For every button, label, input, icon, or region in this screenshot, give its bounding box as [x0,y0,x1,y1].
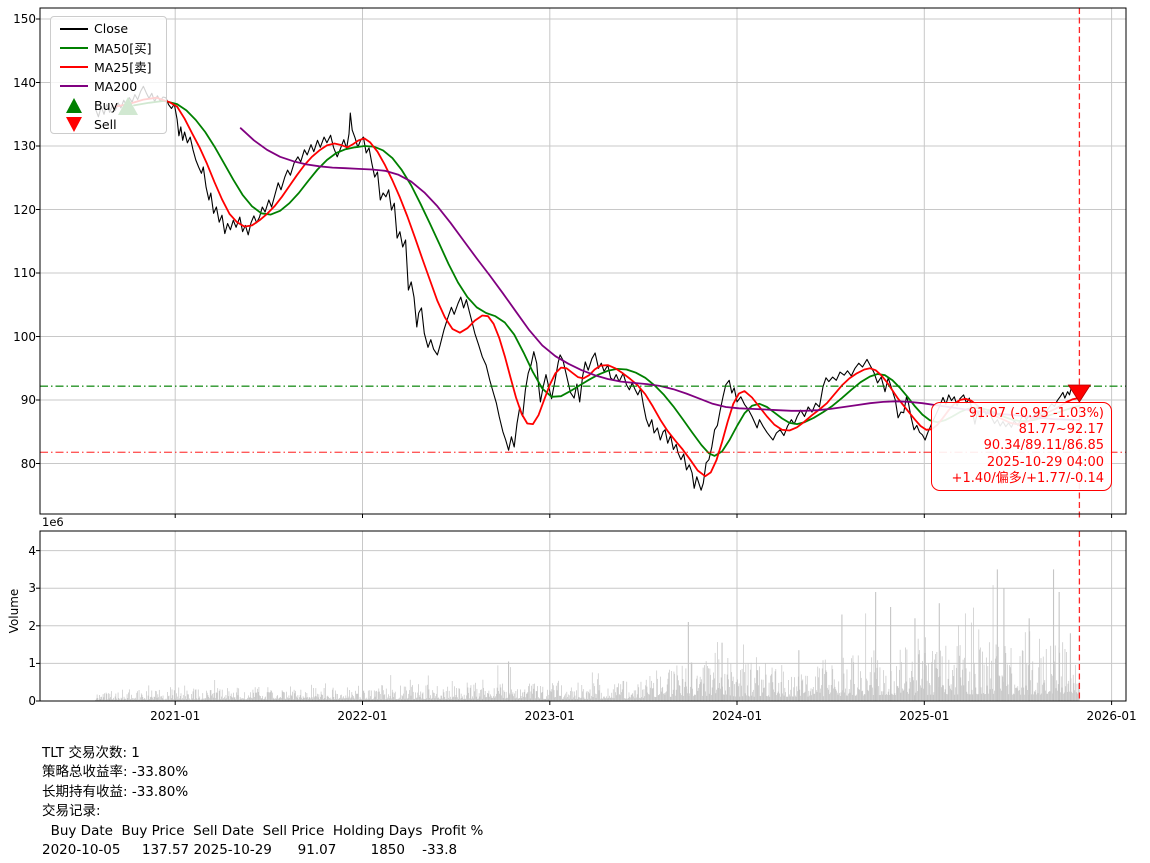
volume-y-tick-label: 4 [28,543,36,558]
annotation-line-5: +1.40/偏多/+1.77/-0.14 [951,470,1104,486]
legend-label-buy: Buy [94,97,118,113]
volume-axis-label: Volume [7,588,21,634]
buy-triangle-icon [66,97,82,113]
annotation-line-2: 81.77~92.17 [1018,422,1104,438]
price-y-tick-label: 90 [20,393,36,407]
ma50-swatch [57,46,91,49]
buy-swatch [57,97,91,113]
legend-label-ma200: MA200 [94,78,138,94]
summary-line-1: TLT 交易次数: 1 [42,745,140,761]
price-y-tick-label: 120 [13,202,36,217]
x-tick-label: 2025-01 [899,709,950,723]
legend-label-sell: Sell [94,117,117,133]
sell-triangle-icon [66,117,82,133]
legend-item-ma50: MA50[买] [51,38,166,57]
legend-label-ma25: MA25[卖] [94,60,152,76]
annotation-line-4: 2025-10-29 04:00 [986,454,1104,470]
series-ma200 [239,127,1081,421]
legend-item-ma25: MA25[卖] [51,57,166,76]
price-y-tick-label: 150 [13,12,36,26]
volume-offset-label: 1e6 [42,515,64,529]
annotation-line-3: 90.34/89.11/86.85 [983,438,1104,454]
legend-item-ma200: MA200 [51,77,166,96]
sell-marker-icon [1067,384,1092,403]
volume-y-tick-label: 0 [28,694,36,708]
x-tick-label: 2021-01 [150,709,201,723]
strategy-summary: TLT 交易次数: 1 策略总收益率: -33.80% 长期持有收益: -33.80… [42,744,483,860]
series-close [95,85,1080,491]
price-annotation: 91.07 (-0.95 -1.03%) 81.77~92.17 90.34/89.… [931,402,1112,491]
legend-item-buy: Buy [51,96,166,115]
x-tick-label: 2022-01 [337,709,388,723]
ma50-line-swatch [60,46,88,49]
summary-line-5: Buy Date Buy Price Sell Date Sell Price … [42,822,484,839]
volume-panel-border [39,530,1127,702]
volume-y-tick-label: 2 [28,618,36,633]
ma200-line-swatch [60,85,88,88]
ma25-swatch [57,65,91,68]
legend-label-close: Close [94,21,129,37]
summary-line-3: 长期持有收益: -33.80% [42,783,189,800]
legend-label-ma50: MA50[买] [94,41,152,57]
volume-y-tick-label: 3 [28,581,36,596]
summary-line-6: 2020-10-05 137.57 2025-10-29 91.07 1850 … [42,842,458,859]
ma200-swatch [57,85,91,88]
price-y-tick-label: 80 [20,456,36,471]
x-tick-label: 2026-01 [1086,709,1137,723]
price-panel-border [39,7,1127,515]
price-y-tick-label: 100 [13,329,36,344]
sell-swatch [57,117,91,133]
volume-y-tick-label: 1 [28,656,36,671]
legend: Close MA50[买] MA25[卖] MA200 Buy Sell [50,16,167,134]
price-y-tick-label: 140 [13,75,36,90]
x-tick-label: 2024-01 [711,709,763,723]
legend-item-close: Close [51,19,166,38]
close-line-swatch [60,27,88,30]
legend-item-sell: Sell [51,115,166,134]
annotation-line-1: 91.07 (-0.95 -1.03%) [968,406,1104,421]
x-tick-label: 2023-01 [524,709,575,723]
close-swatch [57,27,91,30]
summary-line-2: 策略总收益率: -33.80% [42,764,189,781]
ma25-line-swatch [60,65,88,68]
summary-line-4: 交易记录: [42,803,101,820]
price-y-tick-label: 110 [13,266,36,280]
price-y-tick-label: 130 [13,139,36,153]
volume-bars [95,569,1080,701]
